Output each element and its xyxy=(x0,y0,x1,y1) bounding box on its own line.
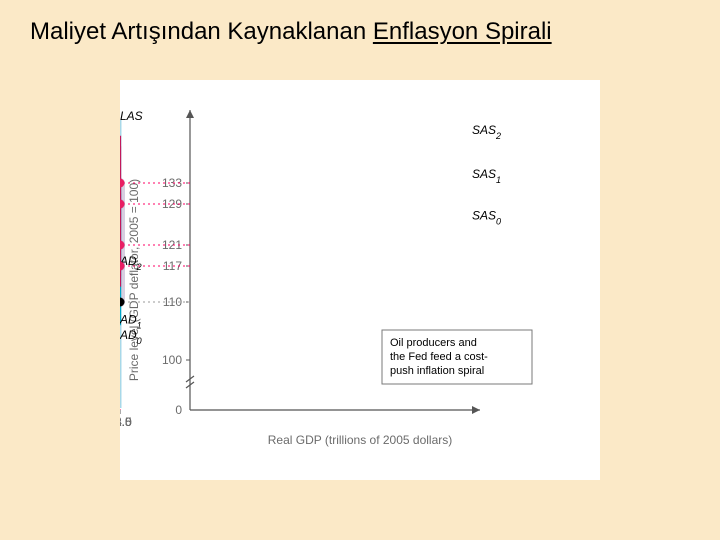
svg-text:Real GDP (trillions of 2005 do: Real GDP (trillions of 2005 dollars) xyxy=(268,433,453,447)
svg-text:LAS: LAS xyxy=(120,109,143,123)
svg-text:push inflation spiral: push inflation spiral xyxy=(390,365,484,377)
svg-text:14.5: 14.5 xyxy=(120,415,132,429)
chart-panel: 010011011712112913312.012.513.013.514.01… xyxy=(120,80,600,480)
svg-text:the Fed feed a cost-: the Fed feed a cost- xyxy=(390,351,488,363)
page-title: Maliyet Artışından Kaynaklanan Enflasyon… xyxy=(30,18,552,46)
svg-text:Oil producers and: Oil producers and xyxy=(390,337,477,349)
svg-text:SAS0: SAS0 xyxy=(472,208,501,226)
svg-text:SAS2: SAS2 xyxy=(472,123,501,141)
title-underlined: Enflasyon Spirali xyxy=(373,18,552,45)
econ-chart: 010011011712112913312.012.513.013.514.01… xyxy=(120,80,600,480)
svg-text:100: 100 xyxy=(162,353,182,367)
title-plain: Maliyet Artışından Kaynaklanan xyxy=(30,18,373,45)
svg-text:Price level (GDP deflator, 200: Price level (GDP deflator, 2005 = 100) xyxy=(127,179,141,381)
svg-text:0: 0 xyxy=(175,403,182,417)
svg-text:SAS1: SAS1 xyxy=(472,167,501,185)
